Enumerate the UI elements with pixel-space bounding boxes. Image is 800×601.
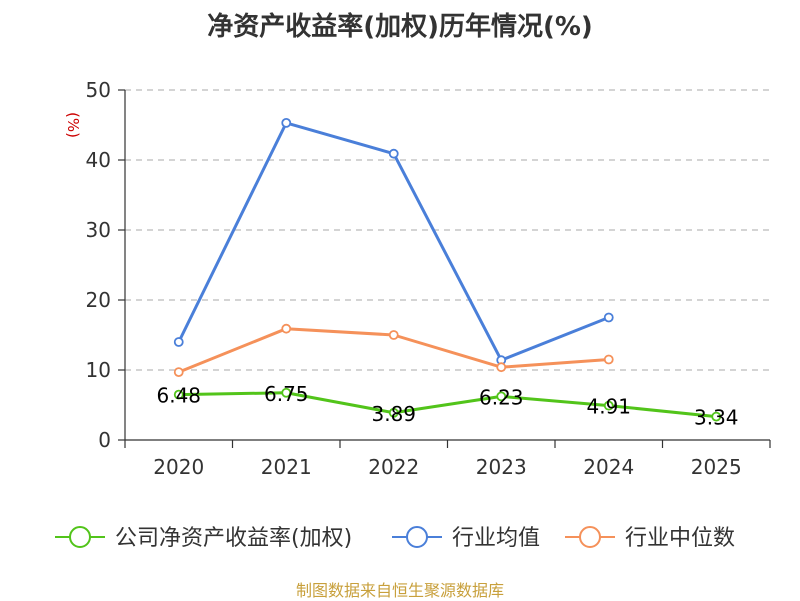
point-s0-2023 xyxy=(496,391,507,402)
point-s2-2020 xyxy=(173,367,184,378)
source-note: 制图数据来自恒生聚源数据库 xyxy=(295,581,504,600)
point-s0-2020 xyxy=(173,389,184,400)
point-s2-2022 xyxy=(388,330,399,340)
grid-lines xyxy=(125,89,770,371)
data-label-2024: 4.91 xyxy=(586,395,631,419)
x-tick-label-2025: 2025 xyxy=(691,455,742,479)
legend-label-2: 行业中位数 xyxy=(625,526,735,551)
chart-title: 净资产收益率(加权)历年情况(%) xyxy=(207,12,593,42)
point-s1-2021 xyxy=(281,118,292,128)
y-tick-label-30: 30 xyxy=(86,218,111,242)
point-s2-2021 xyxy=(281,323,292,334)
y-tick-label-20: 20 xyxy=(86,288,111,312)
data-label-2022: 3.89 xyxy=(371,402,416,426)
y-tick-label-10: 10 xyxy=(86,358,111,382)
x-tick-label-2024: 2024 xyxy=(583,455,634,479)
series-line-0 xyxy=(178,391,717,419)
x-tick-label-2023: 2023 xyxy=(476,455,527,479)
data-label-2025: 3.34 xyxy=(694,406,739,430)
axes: 0 10 20 30 40 50 2020 2021 2022 2023 2024 2025 (%) xyxy=(64,78,771,479)
point-s2-2024 xyxy=(603,354,614,365)
legend: 公司净资产收益率(加权) 行业均值 行业中位数 xyxy=(55,526,735,551)
y-tick-label-50: 50 xyxy=(86,78,111,102)
point-s2-2023 xyxy=(496,362,507,373)
legend-label-1: 行业均值 xyxy=(452,526,540,551)
series-lines xyxy=(173,118,722,422)
data-label-2023: 6.23 xyxy=(479,385,524,409)
y-axis-label: (%) xyxy=(64,112,82,138)
legend-marker-1 xyxy=(406,526,428,548)
point-s1-2022 xyxy=(388,148,399,159)
data-label-2020: 6.48 xyxy=(156,384,201,408)
point-s0-2021 xyxy=(281,387,292,398)
point-s1-2024 xyxy=(603,312,614,323)
x-tick-label-2020: 2020 xyxy=(153,455,204,479)
y-tick-label-0: 0 xyxy=(98,428,111,452)
legend-label-0: 公司净资产收益率(加权) xyxy=(115,526,352,551)
legend-marker-0 xyxy=(69,526,91,548)
legend-marker-2 xyxy=(579,526,601,548)
data-labels: 6.48 6.75 3.89 6.23 4.91 3.34 xyxy=(156,382,738,430)
point-s0-2022 xyxy=(388,407,399,418)
x-tick-label-2021: 2021 xyxy=(261,455,312,479)
y-tick-label-40: 40 xyxy=(86,148,111,172)
x-tick-label-2022: 2022 xyxy=(368,455,419,479)
point-s0-2025 xyxy=(711,411,722,422)
data-label-2021: 6.75 xyxy=(264,382,309,406)
point-s0-2024 xyxy=(603,400,614,411)
point-s1-2020 xyxy=(173,337,184,347)
